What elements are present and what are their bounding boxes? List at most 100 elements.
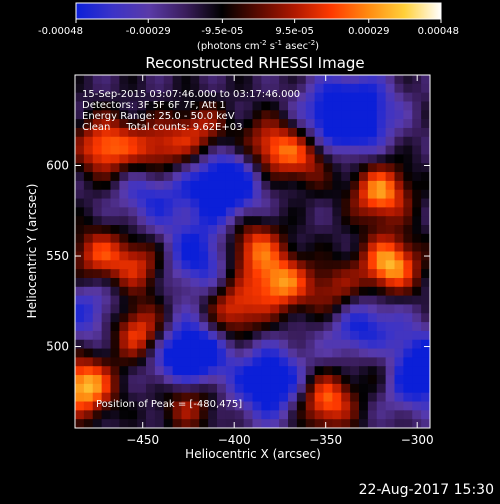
- heatmap-cell: [199, 127, 209, 138]
- heatmap-cell: [110, 410, 120, 420]
- heatmap-cell: [243, 419, 254, 428]
- heatmap-cell: [119, 136, 129, 147]
- heatmap-cell: [359, 127, 369, 138]
- heatmap-cell: [376, 330, 387, 341]
- heatmap-cell: [261, 101, 271, 111]
- heatmap-cell: [296, 357, 307, 367]
- heatmap-cell: [279, 383, 289, 394]
- heatmap-cell: [190, 207, 200, 217]
- heatmap-cell: [146, 330, 156, 341]
- heatmap-cell: [146, 180, 156, 191]
- heatmap-cell: [314, 419, 325, 428]
- heatmap-cell: [101, 233, 112, 244]
- heatmap-cell: [146, 304, 156, 314]
- heatmap-cell: [146, 322, 156, 332]
- heatmap-cell: [270, 392, 280, 403]
- heatmap-cell: [154, 154, 165, 164]
- heatmap-cell: [421, 383, 430, 394]
- heatmap-cell: [92, 383, 103, 394]
- heatmap-cell: [261, 295, 271, 306]
- heatmap-cell: [110, 304, 120, 314]
- heatmap-cell: [270, 277, 280, 288]
- heatmap-cell: [199, 189, 209, 200]
- heatmap-cell: [394, 242, 404, 253]
- heatmap-cell: [341, 225, 351, 235]
- heatmap-cell: [412, 198, 422, 208]
- heatmap-cell: [146, 313, 156, 323]
- heatmap-cell: [332, 207, 342, 217]
- heatmap-cell: [137, 383, 147, 394]
- heatmap-cell: [163, 225, 174, 235]
- heatmap-cell: [252, 75, 262, 85]
- heatmap-cell: [394, 392, 404, 403]
- heatmap-cell: [217, 83, 227, 94]
- heatmap-cell: [341, 92, 351, 103]
- heatmap-cell: [367, 216, 378, 226]
- heatmap-cell: [225, 277, 236, 288]
- heatmap-cell: [323, 119, 333, 129]
- heatmap-cell: [270, 101, 280, 111]
- heatmap-cell: [288, 375, 298, 385]
- heatmap-cell: [403, 410, 413, 420]
- heatmap-cell: [341, 286, 351, 297]
- heatmap-cell: [412, 207, 422, 217]
- heatmap-cell: [288, 207, 298, 217]
- heatmap-cell: [208, 242, 218, 253]
- heatmap-cell: [217, 172, 227, 182]
- heatmap-cell: [154, 83, 165, 94]
- heatmap-cell: [394, 277, 404, 288]
- heatmap-cell: [190, 260, 200, 270]
- heatmap-cell: [359, 198, 369, 208]
- heatmap-cell: [119, 383, 129, 394]
- heatmap-cell: [208, 322, 218, 332]
- heatmap-cell: [190, 357, 200, 367]
- heatmap-cell: [101, 127, 112, 138]
- heatmap-cell: [421, 366, 430, 376]
- heatmap-cell: [163, 375, 174, 385]
- heatmap-cell: [252, 277, 262, 288]
- heatmap-cell: [376, 92, 387, 103]
- heatmap-cell: [252, 401, 262, 411]
- heatmap-cell: [403, 392, 413, 403]
- heatmap-cell: [154, 295, 165, 306]
- heatmap-cell: [199, 401, 209, 411]
- heatmap-cell: [146, 269, 156, 279]
- heatmap-cell: [172, 101, 183, 111]
- heatmap-cell: [332, 189, 342, 200]
- heatmap-cell: [323, 207, 333, 217]
- heatmap-cell: [252, 392, 262, 403]
- heatmap-cell: [92, 295, 103, 306]
- heatmap-cell: [92, 375, 103, 385]
- heatmap-cell: [288, 410, 298, 420]
- heatmap-cell: [146, 410, 156, 420]
- heatmap-cell: [119, 410, 129, 420]
- heatmap-cell: [92, 233, 103, 244]
- heatmap-cell: [279, 172, 289, 182]
- heatmap-cell: [243, 375, 254, 385]
- heatmap-cell: [137, 260, 147, 270]
- heatmap-cell: [367, 75, 378, 85]
- heatmap-cell: [101, 163, 112, 173]
- heatmap-cell: [75, 410, 85, 420]
- heatmap-cell: [172, 410, 183, 420]
- heatmap-cell: [376, 251, 387, 261]
- heatmap-cell: [341, 322, 351, 332]
- heatmap-cell: [323, 410, 333, 420]
- heatmap-cell: [172, 189, 183, 200]
- heatmap-cell: [172, 145, 183, 156]
- heatmap-cell: [172, 357, 183, 367]
- heatmap-cell: [412, 154, 422, 164]
- heatmap-cell: [296, 366, 307, 376]
- heatmap-cell: [412, 92, 422, 103]
- heatmap-cell: [199, 145, 209, 156]
- heatmap-cell: [376, 401, 387, 411]
- heatmap-cell: [288, 277, 298, 288]
- heatmap-cell: [359, 251, 369, 261]
- heatmap-cell: [332, 322, 342, 332]
- heatmap-cell: [385, 101, 396, 111]
- heatmap-cell: [92, 277, 103, 288]
- heatmap-cell: [412, 383, 422, 394]
- heatmap-cell: [376, 145, 387, 156]
- heatmap-cell: [376, 163, 387, 173]
- heatmap-cell: [270, 180, 280, 191]
